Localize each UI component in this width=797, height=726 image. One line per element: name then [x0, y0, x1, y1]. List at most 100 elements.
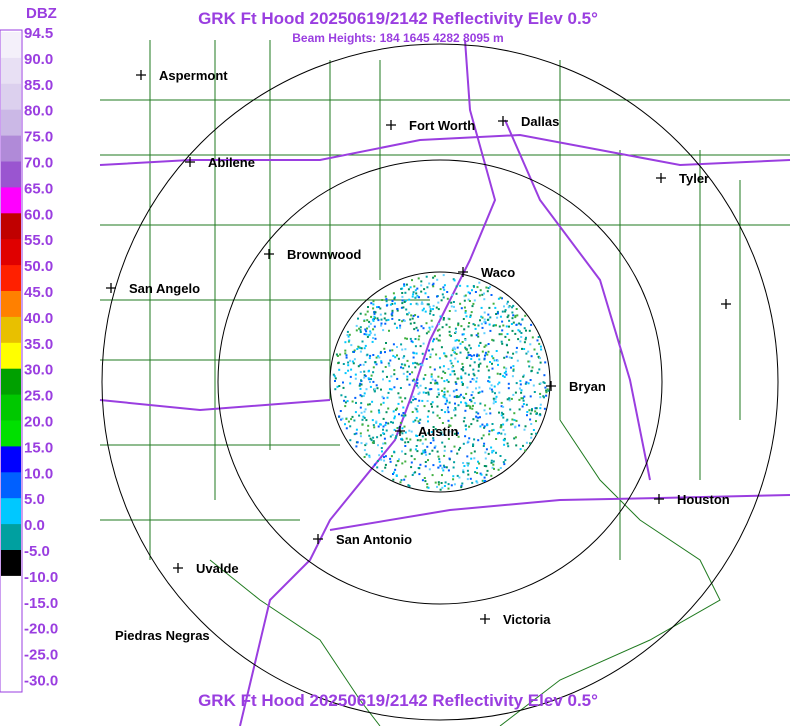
echo-pixel: [517, 329, 520, 332]
echo-pixel: [511, 317, 514, 320]
echo-pixel: [524, 382, 527, 385]
echo-pixel: [444, 372, 447, 374]
echo-pixel: [502, 413, 505, 416]
echo-pixel: [379, 434, 382, 437]
colorbar-swatch: [1, 161, 21, 188]
echo-pixel: [470, 355, 473, 358]
echo-pixel: [491, 450, 494, 452]
city-marker: [136, 70, 146, 80]
echo-pixel: [479, 472, 482, 475]
echo-pixel: [357, 317, 359, 320]
echo-pixel: [338, 385, 341, 387]
echo-pixel: [470, 334, 473, 337]
echo-pixel: [416, 405, 419, 407]
echo-pixel: [347, 420, 350, 423]
echo-pixel: [477, 460, 479, 463]
echo-pixel: [436, 395, 439, 398]
echo-pixel: [417, 363, 420, 366]
echo-pixel: [520, 397, 523, 400]
echo-pixel: [448, 330, 451, 333]
echo-pixel: [451, 370, 454, 373]
echo-pixel: [466, 463, 469, 466]
echo-pixel: [497, 363, 499, 366]
echo-pixel: [432, 304, 435, 307]
echo-pixel: [385, 421, 388, 424]
echo-pixel: [425, 322, 428, 325]
echo-pixel: [433, 275, 436, 278]
echo-pixel: [427, 432, 430, 435]
echo-pixel: [477, 335, 480, 338]
echo-pixel: [498, 333, 501, 336]
echo-pixel: [385, 298, 388, 301]
echo-pixel: [493, 385, 496, 388]
echo-pixel: [512, 393, 515, 396]
echo-pixel: [369, 381, 371, 383]
echo-pixel: [515, 382, 518, 385]
echo-pixel: [512, 352, 515, 355]
colorbar-swatch: [1, 213, 21, 240]
echo-pixel: [381, 395, 384, 398]
echo-pixel: [469, 380, 472, 383]
echo-pixel: [482, 445, 485, 447]
echo-pixel: [393, 428, 396, 431]
colorbar-swatch: [1, 265, 21, 292]
echo-pixel: [426, 400, 429, 402]
echo-pixel: [338, 415, 341, 418]
echo-pixel: [469, 364, 472, 367]
echo-pixel: [517, 338, 520, 341]
echo-pixel: [395, 435, 398, 438]
echo-pixel: [382, 428, 384, 431]
echo-pixel: [472, 368, 475, 371]
echo-pixel: [427, 391, 430, 394]
echo-pixel: [510, 356, 513, 359]
echo-pixel: [506, 351, 509, 354]
echo-pixel: [451, 293, 454, 296]
echo-pixel: [373, 463, 376, 466]
echo-pixel: [390, 313, 393, 316]
echo-pixel: [465, 402, 468, 405]
echo-pixel: [470, 394, 473, 397]
echo-pixel: [469, 314, 472, 317]
echo-pixel: [421, 399, 424, 402]
echo-pixel: [436, 450, 439, 453]
footer-title: GRK Ft Hood 20250619/2142 Reflectivity E…: [198, 691, 598, 710]
echo-pixel: [379, 313, 382, 316]
echo-pixel: [379, 307, 382, 310]
echo-pixel: [513, 412, 516, 415]
echo-pixel: [436, 295, 438, 298]
echo-pixel: [359, 347, 362, 349]
echo-pixel: [505, 325, 508, 328]
echo-pixel: [391, 314, 394, 317]
echo-pixel: [460, 377, 463, 380]
echo-pixel: [396, 326, 398, 329]
echo-pixel: [515, 308, 518, 310]
echo-pixel: [431, 325, 434, 328]
echo-pixel: [347, 335, 350, 338]
echo-pixel: [408, 373, 411, 376]
echo-pixel: [415, 352, 418, 355]
echo-pixel: [511, 418, 514, 421]
echo-pixel: [353, 433, 356, 436]
echo-pixel: [482, 479, 485, 482]
echo-pixel: [523, 428, 526, 431]
echo-pixel: [478, 281, 481, 284]
echo-pixel: [443, 466, 446, 469]
echo-pixel: [399, 324, 402, 327]
echo-pixel: [398, 413, 400, 416]
echo-pixel: [529, 412, 532, 415]
colorbar-swatch: [1, 446, 21, 473]
echo-pixel: [364, 328, 367, 331]
echo-pixel: [340, 394, 343, 397]
echo-pixel: [427, 420, 429, 423]
echo-pixel: [502, 439, 505, 441]
echo-pixel: [460, 307, 463, 310]
colorbar-swatch: [1, 83, 21, 111]
colorbar: [0, 29, 23, 693]
echo-pixel: [522, 444, 524, 447]
echo-pixel: [429, 312, 432, 315]
echo-pixel: [484, 351, 487, 354]
echo-pixel: [512, 321, 515, 324]
echo-pixel: [463, 416, 466, 419]
echo-pixel: [430, 388, 433, 391]
echo-pixel: [475, 411, 478, 414]
